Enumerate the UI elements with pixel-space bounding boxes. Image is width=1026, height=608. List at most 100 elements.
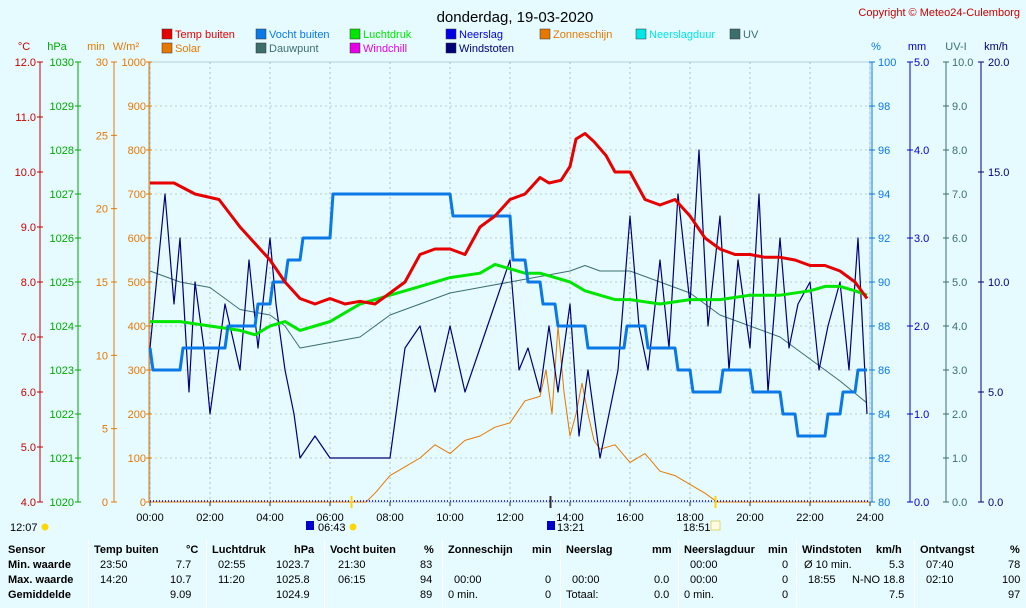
- pressure-axis-tick-label: 1027: [50, 189, 74, 201]
- press-min-value: 1023.7: [276, 559, 310, 571]
- hum-max-value: 94: [420, 574, 433, 586]
- rain-total-label: Totaal:: [566, 589, 599, 601]
- legend-swatch: [445, 42, 457, 54]
- solar-axis-tick-label: 0: [140, 497, 146, 509]
- temp-axis-tick-label: 9.0: [21, 222, 36, 234]
- table-divider: [796, 540, 797, 608]
- sun-total-value: 0: [545, 589, 552, 601]
- table-divider: [206, 540, 207, 608]
- humidity-axis-tick-label: 84: [878, 409, 890, 421]
- minutes-axis-tick-label: 5: [102, 424, 108, 436]
- uv-axis-tick-label: 5.0: [952, 277, 967, 289]
- sensor-header: Sensor: [8, 544, 46, 556]
- temp-axis-tick-label: 10.0: [15, 167, 36, 179]
- raindur-total-value: 0: [782, 589, 789, 601]
- wind-axis-tick-label: 0.0: [988, 497, 1003, 509]
- raindur-max-time: 00:00: [690, 574, 718, 586]
- rain-total-value: 0.0: [654, 589, 670, 601]
- copyright-text: Copyright © Meteo24-Culemborg: [858, 7, 1020, 19]
- table-divider: [678, 540, 679, 608]
- uv-axis-tick-label: 0.0: [952, 497, 967, 509]
- legend-swatch: [255, 28, 267, 40]
- axes: 4.05.06.07.08.09.010.011.012.01020102110…: [15, 57, 1010, 509]
- legend-label: Neerslagduur: [649, 29, 715, 41]
- legend-label: Vocht buiten: [269, 29, 330, 41]
- pressure-axis-tick-label: 1026: [50, 233, 74, 245]
- press-max-value: 1025.8: [276, 574, 310, 586]
- series-line-temp-buiten: [150, 132, 869, 306]
- table-divider: [88, 540, 89, 608]
- press-header: Luchtdruk: [212, 544, 266, 556]
- minutes-axis-tick-label: 15: [96, 277, 108, 289]
- raindur-min-value: 0: [782, 559, 789, 571]
- rain-unit: mm: [652, 544, 672, 556]
- temp-header: Temp buiten: [94, 544, 159, 556]
- temp-unit: °C: [186, 544, 199, 556]
- legend: Temp buiten Vocht buiten Luchtdruk Neerslag…: [161, 28, 759, 55]
- legend-label: Luchtdruk: [363, 29, 412, 41]
- sunrise-icon: [306, 521, 314, 530]
- minutes-axis-tick-label: 20: [96, 204, 108, 216]
- legend-swatch: [445, 28, 457, 40]
- legend-swatch: [255, 42, 267, 54]
- solar-axis-tick-label: 1000: [122, 57, 146, 69]
- minutes-axis-tick-label: 0: [102, 497, 108, 509]
- solar-header: Ontvangst: [920, 544, 975, 556]
- gust-max-time: 18:55: [808, 574, 836, 586]
- uv-axis-tick-label: 3.0: [952, 365, 967, 377]
- solar-axis-tick-label: 900: [128, 101, 146, 113]
- uv-axis-tick-label: 7.0: [952, 189, 967, 201]
- axis-unit-label: °C: [18, 41, 30, 53]
- pressure-axis-tick-label: 1023: [50, 365, 74, 377]
- press-unit: hPa: [294, 544, 315, 556]
- humidity-axis-tick-label: 98: [878, 101, 890, 113]
- time-tick-label: 18:00: [676, 512, 704, 524]
- rain-axis-tick-label: 2.0: [914, 321, 929, 333]
- legend-label: Windchill: [363, 43, 407, 55]
- legend-label: Zonneschijn: [553, 29, 612, 41]
- row-label-min: Min. waarde: [8, 559, 71, 571]
- time-tick-label: 08:00: [376, 512, 404, 524]
- sun-unit: min: [532, 544, 552, 556]
- time-tick-label: 04:00: [256, 512, 284, 524]
- legend-label: UV: [743, 29, 759, 41]
- temp-axis-tick-label: 12.0: [15, 57, 36, 69]
- solar-axis-tick-label: 500: [128, 277, 146, 289]
- humidity-axis-tick-label: 94: [878, 189, 890, 201]
- sun-max-time: 00:00: [454, 574, 482, 586]
- pressure-axis-tick-label: 1024: [50, 321, 74, 333]
- legend-label: Windstoten: [459, 43, 514, 55]
- time-tick-label: 06:00: [316, 512, 344, 524]
- press-max-time: 11:20: [218, 574, 245, 586]
- legend-swatch: [729, 28, 741, 40]
- time-tick-label: 00:00: [136, 512, 164, 524]
- press-avg-value: 1024.9: [276, 589, 310, 601]
- pressure-axis-tick-label: 1028: [50, 145, 74, 157]
- table-divider: [324, 540, 325, 608]
- pressure-axis-tick-label: 1025: [50, 277, 74, 289]
- time-axis: 00:00 02:00 04:00 06:00 08:00 10:00 12:00 14:00…: [136, 502, 884, 524]
- series-line-windstoten: [149, 149, 868, 459]
- temp-axis-tick-label: 8.0: [21, 277, 36, 289]
- temp-axis-tick-label: 7.0: [21, 332, 36, 344]
- uv-axis-tick-label: 1.0: [952, 453, 967, 465]
- humidity-axis-tick-label: 92: [878, 233, 890, 245]
- minutes-axis-tick-label: 25: [96, 130, 108, 142]
- axis-unit-label: km/h: [984, 41, 1008, 53]
- solar-axis-tick-label: 600: [128, 233, 146, 245]
- uv-axis-tick-label: 2.0: [952, 409, 967, 421]
- time-tick-label: 24:00: [856, 512, 884, 524]
- gust-avg10-label: Ø 10 min.: [804, 559, 852, 571]
- solar-axis-tick-label: 200: [128, 409, 146, 421]
- press-min-time: 02:55: [218, 559, 246, 571]
- hum-unit: %: [424, 544, 434, 556]
- temp-max-value: 10.7: [170, 574, 192, 586]
- solar-min-time: 07:40: [926, 559, 954, 571]
- hum-min-time: 21:30: [338, 559, 366, 571]
- sun-header: Zonneschijn: [448, 544, 513, 556]
- humidity-axis-tick-label: 80: [878, 497, 890, 509]
- time-tick-label: 16:00: [616, 512, 644, 524]
- sunrise-time-label: 06:43: [318, 522, 346, 534]
- raindur-unit: min: [768, 544, 788, 556]
- sun-max-value: 0: [545, 574, 552, 586]
